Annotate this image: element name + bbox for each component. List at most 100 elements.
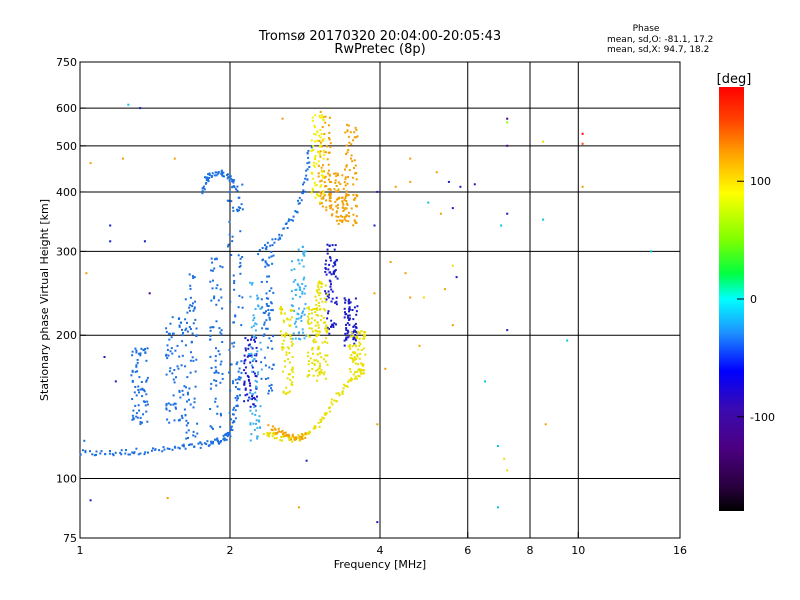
data-point [484,380,487,383]
data-point [237,378,240,381]
data-point [292,332,295,335]
data-point [344,384,347,387]
data-point [266,304,269,307]
data-point [352,338,355,341]
data-point [319,297,322,300]
data-point [298,439,301,442]
data-point [255,346,258,349]
data-point [347,124,350,127]
data-point [178,390,181,393]
data-point [246,393,249,396]
data-point [273,241,276,244]
data-point [302,265,305,268]
data-point [150,449,153,452]
data-point [306,178,309,181]
data-point [343,218,346,221]
data-point [267,435,270,438]
data-point [289,378,292,381]
data-point [238,266,241,268]
data-point [251,412,254,415]
data-point [221,341,224,343]
data-point [275,437,278,440]
data-point [252,396,255,399]
data-point [233,179,236,182]
data-point [233,341,236,344]
data-point [348,215,351,218]
data-point [185,386,187,389]
data-point [243,354,246,357]
data-point [139,354,142,357]
data-point [358,369,361,372]
data-point [208,444,211,447]
data-point [281,435,284,438]
data-point [231,240,234,243]
data-point [284,335,286,338]
data-point [235,188,237,191]
data-point [340,214,342,217]
data-point [354,322,357,325]
data-point [228,433,230,436]
data-point [318,282,321,285]
data-point [279,439,282,442]
data-point [146,376,149,379]
data-point [357,374,360,377]
data-point [178,324,181,327]
data-point [272,335,274,338]
data-point [349,344,351,347]
data-point [291,381,294,384]
data-point [263,356,266,359]
data-point [373,292,376,295]
data-point [193,306,196,309]
data-point [319,150,322,153]
data-point [320,184,323,187]
data-point [323,181,326,184]
data-point [297,284,300,287]
chart-title: Tromsø 20170320 20:04:00-20:05:43 [258,29,501,44]
data-point [327,312,329,315]
data-point [220,170,223,173]
data-point [231,235,234,238]
data-point [131,370,134,373]
data-point [249,295,252,298]
data-point [260,281,263,283]
data-point [307,315,310,318]
data-point [315,184,318,186]
data-point [258,420,261,423]
data-point [252,319,255,322]
data-point [137,453,140,456]
data-point [290,290,293,293]
data-point [283,333,286,336]
data-point [244,337,247,340]
data-point [255,409,258,412]
data-point [319,292,322,294]
data-point [142,349,145,352]
data-point [283,435,286,438]
data-point [313,181,316,184]
data-point [229,178,232,181]
data-point [345,313,348,315]
data-point [318,139,321,142]
data-point [140,381,143,383]
data-point [317,150,320,153]
data-point [340,196,343,199]
data-point [139,416,142,419]
data-point [208,177,211,179]
data-point [166,447,169,450]
data-point [292,376,294,379]
data-point [324,360,327,363]
data-point [317,324,320,327]
data-point [131,451,134,454]
data-point [350,157,352,160]
data-point [311,119,314,122]
data-point [251,347,254,350]
data-point [231,178,234,181]
data-point [353,377,356,380]
data-point [221,266,224,269]
data-point [356,355,359,358]
data-point [220,172,223,175]
data-point [325,377,327,380]
data-point [268,316,271,319]
data-point [89,162,92,165]
y-tick-label: 75 [63,532,77,545]
data-point [314,196,317,199]
